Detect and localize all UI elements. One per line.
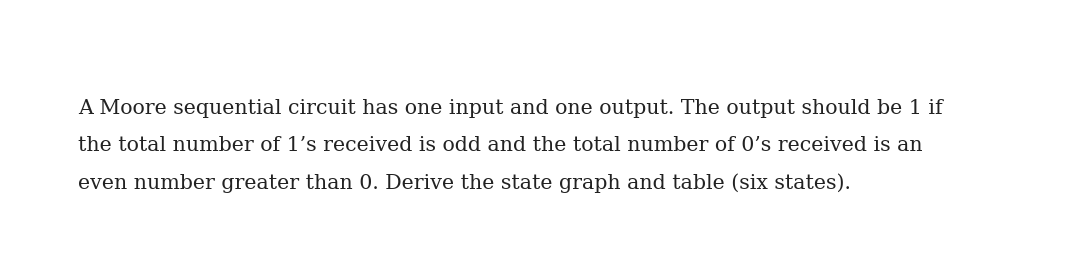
Text: the total number of 1’s received is odd and the total number of 0’s received is : the total number of 1’s received is odd …: [78, 136, 922, 155]
Text: even number greater than 0. Derive the state graph and table (six states).: even number greater than 0. Derive the s…: [78, 173, 851, 193]
Text: A Moore sequential circuit has one input and one output. The output should be 1 : A Moore sequential circuit has one input…: [78, 99, 943, 118]
